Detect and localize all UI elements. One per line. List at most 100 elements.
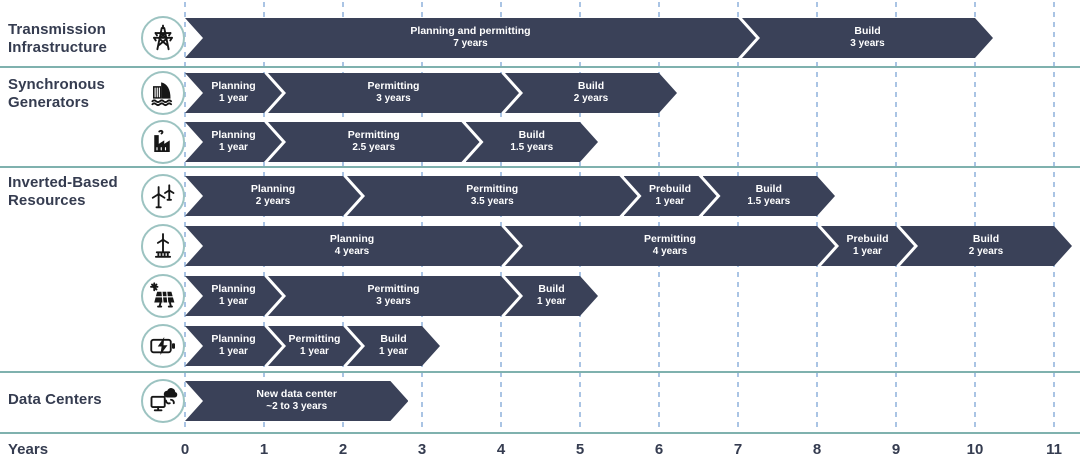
bar-segment: Build 1.5 years xyxy=(466,122,599,162)
segment-duration: 4 years xyxy=(334,246,370,258)
bar-segment: Planning 2 years xyxy=(185,176,361,216)
segment-label: Planning xyxy=(211,129,256,142)
segment-label: Planning xyxy=(329,233,375,246)
segment-duration: 1.5 years xyxy=(510,142,554,154)
timeline-row: New data center ~2 to 3 years xyxy=(0,381,1080,421)
segment-label: Build xyxy=(972,233,1000,246)
segment-label: Permitting xyxy=(644,233,696,246)
segment-label: Planning xyxy=(250,183,296,196)
year-tick: 8 xyxy=(812,441,822,458)
segment-duration: 1 year xyxy=(655,196,685,208)
factory-icon xyxy=(141,120,185,164)
segment-duration: 2 years xyxy=(255,196,291,208)
bar-segment: Planning 1 year xyxy=(185,276,282,316)
timeline-row: Planning 1 year Permitting 3 years Build 1 ye… xyxy=(0,276,1080,316)
segment-label: Prebuild xyxy=(648,183,691,196)
year-tick: 4 xyxy=(496,441,506,458)
year-gridline xyxy=(184,2,186,434)
bar-segment: Permitting 3.5 years xyxy=(347,176,638,216)
segment-label: Build xyxy=(577,80,605,93)
bar-segment: Build 2 years xyxy=(505,73,677,113)
bar-segment: Planning 1 year xyxy=(185,326,282,366)
segment-label: Build xyxy=(518,129,545,142)
year-gridline xyxy=(421,2,423,434)
segment-label: Build xyxy=(755,183,782,196)
segment-duration: 4 years xyxy=(652,246,688,258)
timeline-row: Planning 1 year Permitting 2.5 years Build 1.… xyxy=(0,122,1080,162)
segment-duration: 3 years xyxy=(376,296,411,308)
bar-segment: Planning 4 years xyxy=(185,226,519,266)
year-gridline xyxy=(737,2,739,434)
segment-label: Planning xyxy=(211,333,256,346)
segment-duration: ~2 to 3 years xyxy=(266,401,328,413)
year-tick: 3 xyxy=(417,441,427,458)
year-gridline xyxy=(816,2,818,434)
year-tick: 6 xyxy=(654,441,664,458)
transmission-tower-icon xyxy=(141,16,185,60)
year-tick: 7 xyxy=(733,441,743,458)
solar-panel-icon xyxy=(141,274,185,318)
hydroelectric-dam-icon xyxy=(141,71,185,115)
battery-storage-icon xyxy=(141,324,185,368)
segment-duration: 3.5 years xyxy=(470,196,514,208)
year-gridline xyxy=(579,2,581,434)
onshore-wind-icon xyxy=(141,174,185,218)
segment-label: Permitting xyxy=(367,283,420,296)
segment-duration: 2 years xyxy=(573,93,609,105)
segment-label: Permitting xyxy=(288,333,341,346)
timeline-row: Planning 4 years Permitting 4 years Prebuild… xyxy=(0,226,1080,266)
section-divider-line xyxy=(0,432,1080,434)
bar-segment: Planning and permitting 7 years xyxy=(185,18,756,58)
section-label: Data Centers xyxy=(8,391,102,408)
bar-segment: Planning 1 year xyxy=(185,73,282,113)
segment-label: Build xyxy=(538,283,565,296)
segment-label: Permitting xyxy=(367,80,420,93)
year-tick: 1 xyxy=(259,441,269,458)
year-tick: 9 xyxy=(891,441,901,458)
year-gridline xyxy=(895,2,897,434)
segment-duration: 2 years xyxy=(968,246,1004,258)
section-divider-line xyxy=(0,66,1080,68)
year-tick: 5 xyxy=(575,441,585,458)
segment-label: Planning and permitting xyxy=(410,25,531,38)
segment-duration: 3 years xyxy=(850,38,885,50)
segment-duration: 1 year xyxy=(219,93,248,105)
year-gridline xyxy=(1053,2,1055,434)
section-label: Synchronous Generators xyxy=(8,76,105,111)
bar-segment: Build 1 year xyxy=(347,326,440,366)
bar-segment: Planning 1 year xyxy=(185,122,282,162)
bar-segment: Permitting 4 years xyxy=(505,226,835,266)
axis-label: Years xyxy=(8,441,49,458)
offshore-wind-icon xyxy=(141,224,185,268)
segment-label: Build xyxy=(380,333,407,346)
segment-label: Planning xyxy=(211,80,256,93)
year-tick: 10 xyxy=(966,441,984,458)
segment-label: Prebuild xyxy=(846,233,889,246)
section-divider-line xyxy=(0,166,1080,168)
year-gridline xyxy=(974,2,976,434)
bar-segment: Build 2 years xyxy=(900,226,1072,266)
segment-duration: 2.5 years xyxy=(352,142,396,154)
bar-segment: Permitting 2.5 years xyxy=(268,122,480,162)
bar-segment: New data center ~2 to 3 years xyxy=(185,381,408,421)
year-gridline xyxy=(500,2,502,434)
segment-duration: 1.5 years xyxy=(747,196,791,208)
segment-label: Build xyxy=(854,25,881,38)
segment-duration: 1 year xyxy=(219,346,248,358)
segment-label: Planning xyxy=(211,283,256,296)
year-gridline xyxy=(342,2,344,434)
segment-duration: 1 year xyxy=(219,296,248,308)
section-label: Transmission Infrastructure xyxy=(8,21,107,56)
segment-duration: 1 year xyxy=(219,142,248,154)
timeline-row: Planning 1 year Permitting 1 year Build 1 yea… xyxy=(0,326,1080,366)
timeline-row: Planning and permitting 7 years Build 3 yea… xyxy=(0,18,1080,58)
year-gridline xyxy=(263,2,265,434)
bar-segment: Permitting 3 years xyxy=(268,276,519,316)
segment-label: Permitting xyxy=(347,129,400,142)
section-divider-line xyxy=(0,371,1080,373)
segment-duration: 1 year xyxy=(853,246,882,258)
year-gridline xyxy=(658,2,660,434)
segment-label: Permitting xyxy=(466,183,519,196)
year-tick: 2 xyxy=(338,441,348,458)
